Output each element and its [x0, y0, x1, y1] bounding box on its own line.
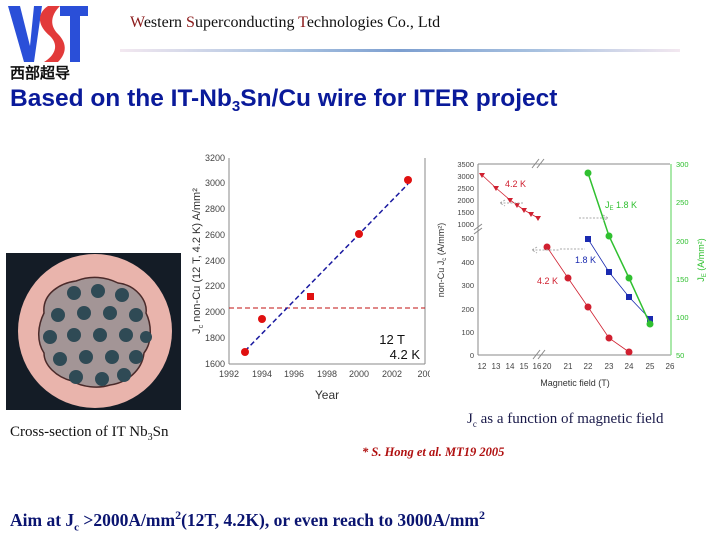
jc-vs-year-chart: 1600 1800 2000 2200 2400 2600 2800 3000 3200 19… — [191, 153, 430, 402]
logo-s-shape — [39, 6, 65, 62]
svg-text:1998: 1998 — [317, 369, 337, 379]
x-axis-label: Magnetic field (T) — [540, 378, 610, 388]
company-name: Western Superconducting Technologies Co.… — [130, 14, 441, 31]
company-logo — [8, 6, 88, 62]
svg-text:500: 500 — [461, 234, 474, 243]
svg-text:3500: 3500 — [457, 160, 474, 169]
x-axis-label: Year — [315, 388, 339, 402]
svg-text:16: 16 — [533, 362, 542, 371]
svg-text:2200: 2200 — [205, 281, 225, 291]
svg-text:2000: 2000 — [457, 196, 474, 205]
svg-text:50: 50 — [676, 351, 684, 360]
series-1.8k: 1.8 K — [575, 236, 653, 322]
svg-text:200: 200 — [676, 237, 689, 246]
svg-text:2000: 2000 — [205, 307, 225, 317]
svg-text:2000: 2000 — [349, 369, 369, 379]
left-y-axis-label: non-Cu Jc (A/mm²) — [436, 223, 448, 298]
series-4.2k-lower: 4.2 K — [537, 243, 633, 356]
svg-text:100: 100 — [676, 313, 689, 322]
svg-text:23: 23 — [605, 362, 614, 371]
svg-text:2400: 2400 — [205, 256, 225, 266]
svg-text:400: 400 — [461, 258, 474, 267]
annotation-temp: 4.2 K — [390, 347, 421, 362]
logo-w-shape — [8, 6, 42, 62]
svg-text:0: 0 — [470, 351, 474, 360]
svg-text:2002: 2002 — [382, 369, 402, 379]
series-je-1.8k: JE 1.8 K — [584, 169, 654, 328]
right-y-ticks: 300 250 200 150 100 50 — [676, 160, 689, 360]
cross-section-photo — [6, 253, 181, 410]
svg-text:200: 200 — [461, 305, 474, 314]
svg-text:12: 12 — [478, 362, 487, 371]
header-divider — [120, 49, 680, 52]
svg-text:3000: 3000 — [205, 178, 225, 188]
annotation-field: 12 T — [379, 332, 405, 347]
svg-text:2600: 2600 — [205, 230, 225, 240]
svg-text:4.2 K: 4.2 K — [537, 276, 558, 286]
svg-text:1992: 1992 — [219, 369, 239, 379]
svg-text:250: 250 — [676, 198, 689, 207]
axis-break-marks — [473, 158, 546, 360]
svg-text:13: 13 — [492, 362, 501, 371]
svg-text:2800: 2800 — [205, 204, 225, 214]
svg-text:14: 14 — [506, 362, 515, 371]
svg-text:JE 1.8 K: JE 1.8 K — [605, 200, 637, 212]
y-axis-label: Jc non-Cu (12 T, 4.2 K) A/mm² — [191, 188, 205, 334]
svg-text:26: 26 — [666, 362, 675, 371]
svg-text:21: 21 — [564, 362, 573, 371]
svg-text:24: 24 — [625, 362, 634, 371]
svg-text:1800: 1800 — [205, 333, 225, 343]
series-4.2k-upper: 4.2 K — [479, 173, 541, 221]
axis-pointer-arrows — [499, 199, 609, 254]
svg-text:1500: 1500 — [457, 208, 474, 217]
right-y-axis-label: JE (A/mm²) — [696, 238, 708, 282]
svg-text:200: 200 — [417, 369, 430, 379]
svg-text:1600: 1600 — [205, 359, 225, 369]
logo-chinese-text: 西部超导 — [10, 64, 71, 82]
svg-text:1.8 K: 1.8 K — [575, 255, 596, 265]
aim-statement: Aim at Jc >2000A/mm2(12T, 4.2K), or even… — [10, 508, 485, 534]
trend-line — [244, 183, 409, 352]
svg-text:300: 300 — [461, 281, 474, 290]
svg-text:22: 22 — [584, 362, 593, 371]
svg-text:100: 100 — [461, 328, 474, 337]
svg-text:1000: 1000 — [457, 220, 474, 229]
svg-text:3000: 3000 — [457, 172, 474, 181]
svg-text:20: 20 — [543, 362, 552, 371]
x-ticks: 12 13 14 15 16 20 21 22 23 24 25 26 — [478, 362, 675, 371]
svg-text:3200: 3200 — [205, 153, 225, 163]
svg-text:2500: 2500 — [457, 184, 474, 193]
svg-text:25: 25 — [646, 362, 655, 371]
y-axis: 1600 1800 2000 2200 2400 2600 2800 3000 3200 — [205, 153, 230, 369]
chart-caption: Jc as a function of magnetic field — [467, 411, 664, 429]
reference-citation: * S. Hong et al. MT19 2005 — [362, 445, 505, 459]
svg-text:300: 300 — [676, 160, 689, 169]
svg-text:150: 150 — [676, 275, 689, 284]
slide-title: Based on the IT-Nb3Sn/Cu wire for ITER p… — [10, 85, 558, 115]
svg-text:4.2 K: 4.2 K — [505, 179, 526, 189]
cross-section-caption: Cross-section of IT Nb3Sn — [10, 424, 169, 443]
x-ticks: 1992 1994 1996 1998 2000 2002 200 — [219, 369, 430, 379]
data-points — [241, 176, 412, 356]
svg-text:15: 15 — [520, 362, 529, 371]
svg-text:1996: 1996 — [284, 369, 304, 379]
svg-text:1994: 1994 — [252, 369, 272, 379]
